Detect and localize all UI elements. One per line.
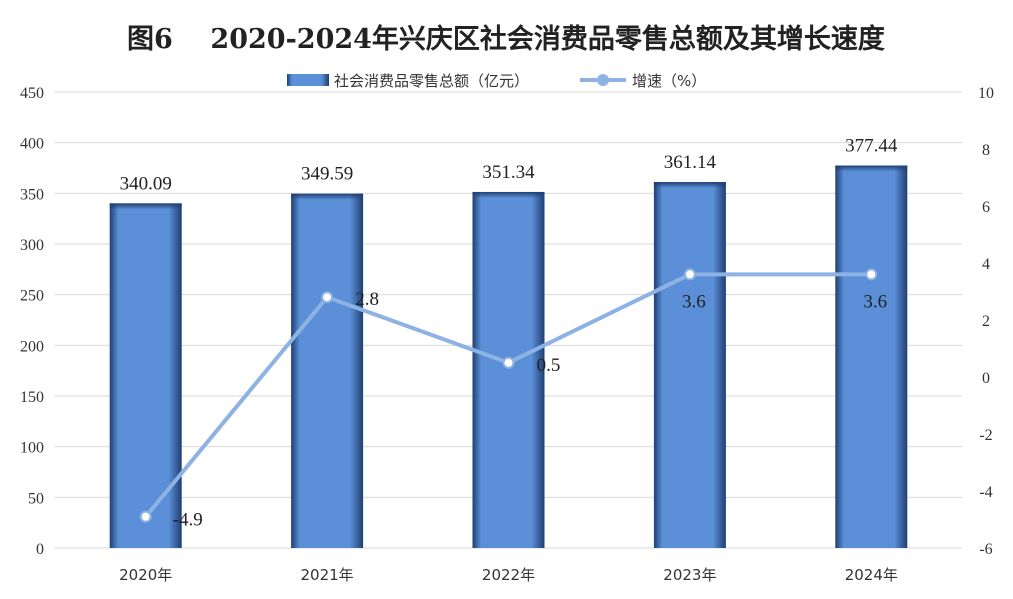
bar-value-label: 361.14: [664, 152, 717, 173]
y2-tick-label: 6: [982, 199, 990, 216]
legend-bar-swatch: [287, 74, 329, 86]
growth-value-label: 3.6: [682, 291, 706, 312]
bar-value-label: 377.44: [845, 136, 898, 157]
bar: [472, 191, 545, 548]
legend-bar-label: 社会消费品零售总额（亿元）: [334, 72, 529, 90]
left-y-axis: 0 50 100 150 200 250 300 350 400 450: [20, 85, 44, 558]
x-tick-label: 2023年: [663, 566, 716, 584]
bar-top-shade: [109, 203, 182, 210]
growth-value-label: 2.8: [355, 289, 379, 310]
bar-value-label: 340.09: [120, 173, 172, 194]
y2-tick-label: -2: [979, 427, 992, 444]
x-tick-label: 2022年: [482, 566, 535, 584]
y-tick-label: 150: [20, 389, 44, 406]
y-tick-label: 450: [20, 85, 44, 102]
growth-value-label: 3.6: [863, 291, 887, 312]
bar-top-shade: [472, 191, 545, 198]
bar-top-shade: [835, 165, 908, 172]
x-axis: 2020年 2021年 2022年 2023年 2024年: [119, 566, 898, 584]
y-tick-label: 300: [20, 237, 44, 254]
legend-line-label: 增速（%）: [632, 72, 706, 90]
bar-value-label: 349.59: [301, 164, 353, 185]
bar: [835, 165, 908, 548]
bar-value-labels: 340.09 349.59 351.34 361.14 377.44: [120, 136, 898, 195]
x-tick-label: 2024年: [845, 566, 898, 584]
y-tick-label: 200: [20, 338, 44, 355]
growth-point: [683, 268, 696, 281]
bar: [109, 203, 182, 548]
right-y-axis: -6 -4 -2 0 2 4 6 8 10: [978, 85, 994, 558]
y2-tick-label: 2: [982, 313, 990, 330]
growth-value-label: -4.9: [173, 510, 203, 531]
growth-point: [321, 291, 334, 304]
y-tick-label: 350: [20, 186, 44, 203]
legend: 社会消费品零售总额（亿元） 增速（%）: [287, 72, 706, 90]
y2-tick-label: 4: [982, 256, 990, 273]
y-tick-label: 100: [20, 440, 44, 457]
x-tick-label: 2020年: [119, 566, 172, 584]
growth-value-label: 0.5: [537, 355, 561, 376]
bar: [653, 182, 726, 548]
bar-value-label: 351.34: [482, 162, 535, 183]
y2-tick-label: 8: [982, 142, 990, 159]
y2-tick-label: 10: [978, 85, 994, 102]
chart-title: 图6 2020-2024年兴庆区社会消费品零售总额及其增长速度: [127, 23, 885, 55]
bar-top-shade: [291, 193, 364, 200]
bar-top-shade: [653, 182, 726, 189]
growth-point: [502, 356, 515, 369]
y-tick-label: 250: [20, 288, 44, 305]
y2-tick-label: -4: [979, 484, 992, 501]
y2-tick-label: -6: [979, 541, 992, 558]
growth-point: [865, 268, 878, 281]
legend-line-marker: [597, 74, 609, 86]
bar: [291, 193, 364, 549]
y-tick-label: 0: [36, 541, 44, 558]
x-tick-label: 2021年: [301, 566, 354, 584]
y2-tick-label: 0: [982, 370, 990, 387]
y-tick-label: 400: [20, 136, 44, 153]
y-tick-label: 50: [28, 490, 44, 507]
line-series: -4.9 2.8 0.5 3.6 3.6: [139, 268, 887, 531]
growth-point: [139, 510, 152, 523]
